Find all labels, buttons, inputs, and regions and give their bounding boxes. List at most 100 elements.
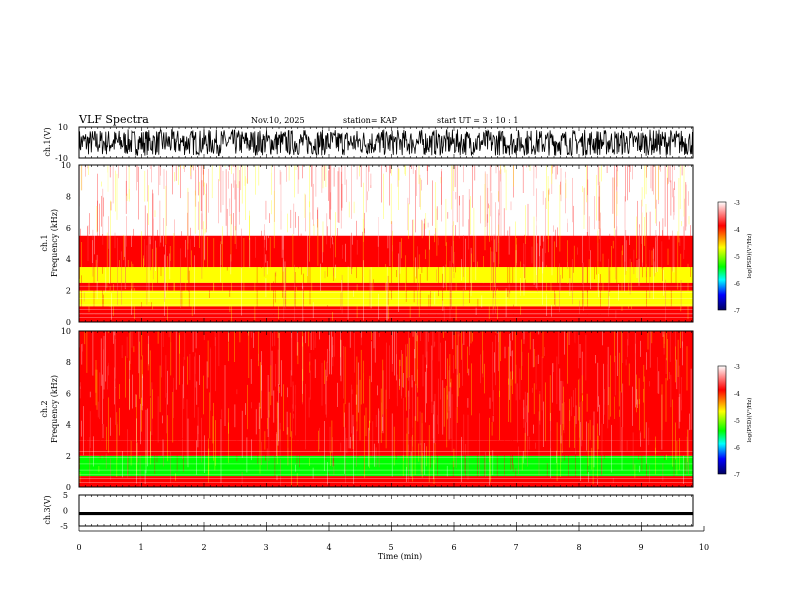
spectrogram-streak: [662, 230, 663, 282]
spectrogram-streak: [663, 334, 665, 349]
spectrogram-streak: [314, 359, 316, 378]
spectrogram-streak: [206, 361, 208, 389]
spectrogram-streak: [108, 331, 109, 366]
spectrogram-streak: [523, 206, 524, 236]
spectrogram-streak: [575, 165, 577, 192]
ch1-waveform-frame: [78, 126, 694, 159]
spectrogram-streak: [553, 225, 554, 232]
spectrogram-streak: [260, 165, 261, 181]
spectrogram-streak: [680, 331, 681, 349]
spectrogram-streak: [665, 279, 666, 320]
spectrogram-streak: [79, 472, 81, 483]
spectrogram-streak: [341, 274, 343, 314]
spectrogram-streak: [405, 165, 406, 176]
spectrogram-streak: [127, 219, 129, 234]
x-tick-label: 4: [326, 543, 331, 552]
spectrogram-streak: [674, 381, 676, 435]
spectrogram-streak: [255, 236, 256, 258]
spectrogram-streak: [515, 364, 517, 401]
spectrogram-streak: [350, 436, 351, 449]
spectrogram-streak: [399, 378, 400, 386]
spectrogram-streak: [250, 359, 252, 384]
spectrogram-streak: [119, 384, 120, 399]
spectrogram-streak: [582, 246, 583, 285]
spectrogram-streak: [372, 421, 374, 457]
spectrogram-streak: [415, 257, 416, 277]
spectrogram-streak: [198, 201, 199, 230]
spectrogram-streak: [369, 420, 370, 431]
spectrogram-streak: [158, 165, 159, 196]
date-label: Nov.10, 2025: [251, 116, 305, 125]
spectrogram-streak: [669, 372, 670, 379]
spectrogram-streak: [525, 205, 526, 244]
spectrogram-streak: [463, 414, 465, 455]
spectrogram-streak: [314, 165, 316, 213]
spectrogram-streak: [601, 423, 603, 474]
spectrogram-streak: [89, 391, 91, 398]
spectrogram-streak: [573, 205, 574, 273]
spectrogram-streak: [472, 331, 473, 342]
spectrogram-streak: [369, 331, 370, 370]
spectrogram-streak: [564, 331, 565, 355]
spectrogram-streak: [521, 339, 522, 380]
ch2-spectrogram-panel: 0 2 4 6 8 10 ch.2 Frequency (kHz): [40, 327, 694, 492]
spectrogram-streak: [639, 398, 640, 431]
spectrogram-streak: [315, 401, 316, 453]
spectrogram-streak: [333, 242, 334, 277]
spectrogram-streak: [203, 331, 205, 341]
spectrogram-streak: [487, 187, 489, 223]
spectrogram-streak: [173, 377, 174, 389]
spectrogram-streak: [269, 237, 271, 295]
spectrogram-streak: [658, 165, 659, 205]
spectrogram-streak: [426, 364, 427, 404]
spectrogram-streak: [599, 181, 600, 240]
spectrogram-streak: [160, 165, 161, 176]
spectrogram-streak: [346, 179, 347, 203]
spectrogram-streak: [587, 412, 588, 474]
spectrogram-streak: [106, 232, 108, 272]
spectrogram-streak: [447, 358, 448, 400]
ch1-ylabel: ch.1(V): [43, 127, 52, 156]
spectrogram-streak: [321, 362, 323, 406]
spectrogram-streak: [658, 371, 660, 394]
spectrogram-streak: [115, 387, 116, 425]
spectrogram-streak: [322, 165, 324, 189]
spectrogram-streak: [399, 359, 401, 367]
spectrogram-streak: [389, 165, 390, 206]
spectrogram-streak: [595, 355, 596, 364]
spectrogram-streak: [579, 344, 581, 358]
spectrogram-streak: [655, 165, 656, 209]
spectrogram-streak: [514, 332, 516, 384]
spectrogram-streak: [82, 343, 83, 352]
spectrogram-streak: [667, 165, 668, 170]
spectrogram-streak: [342, 244, 343, 259]
spectrogram-streak: [557, 227, 558, 291]
spectrogram-streak: [601, 165, 602, 182]
spectrogram-streak: [603, 363, 604, 424]
spectrogram-streak: [543, 401, 544, 447]
spectrogram-streak: [559, 400, 561, 411]
spectrogram-streak: [92, 229, 94, 277]
spectrogram-streak: [126, 336, 128, 358]
spectrogram-streak: [497, 288, 498, 319]
spectrogram-streak: [345, 331, 346, 341]
spectrogram-streak: [279, 386, 280, 394]
spectrogram-streak: [645, 165, 646, 222]
spectrogram-streak: [670, 165, 671, 183]
spectrogram-streak: [494, 239, 495, 287]
spectrogram-streak: [641, 453, 643, 472]
spectrogram-streak: [568, 429, 569, 487]
ch2-ytick-label: 0: [66, 483, 71, 492]
spectrogram-streak: [319, 331, 320, 340]
spectrogram-streak: [210, 347, 211, 411]
ch1-spectrogram-ticks: [78, 165, 692, 322]
spectrogram-streak: [460, 386, 461, 407]
spectrogram-streak: [243, 238, 245, 293]
spectrogram-streak: [116, 412, 118, 477]
spectrogram-streak: [473, 207, 475, 262]
spectrogram-streak: [107, 366, 108, 390]
spectrogram-streak: [456, 165, 458, 223]
spectrogram-streak: [156, 426, 158, 463]
spectrogram-streak: [390, 165, 391, 174]
spectrogram-streak: [494, 352, 495, 373]
